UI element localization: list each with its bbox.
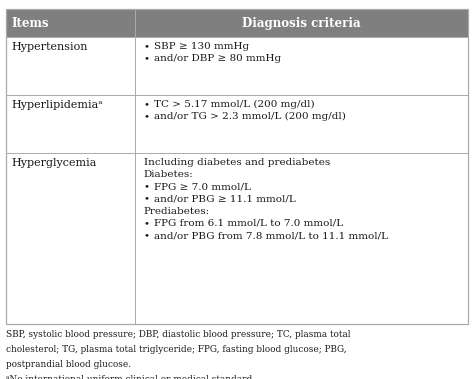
Text: Hyperlipidemiaᵃ: Hyperlipidemiaᵃ	[11, 100, 103, 110]
Text: Diabetes:: Diabetes:	[144, 171, 193, 180]
Text: •: •	[144, 112, 150, 121]
Bar	[6, 37, 468, 95]
Text: TC > 5.17 mmol/L (200 mg/dl): TC > 5.17 mmol/L (200 mg/dl)	[154, 100, 315, 109]
Text: •: •	[144, 100, 150, 109]
Text: cholesterol; TG, plasma total triglyceride; FPG, fasting blood glucose; PBG,: cholesterol; TG, plasma total triglyceri…	[6, 345, 346, 354]
Text: •: •	[144, 219, 150, 228]
Text: SBP, systolic blood pressure; DBP, diastolic blood pressure; TC, plasma total: SBP, systolic blood pressure; DBP, diast…	[6, 330, 350, 339]
Text: Hypertension: Hypertension	[11, 42, 88, 52]
Text: Hyperglycemia: Hyperglycemia	[11, 158, 97, 168]
Text: and/or PBG from 7.8 mmol/L to 11.1 mmol/L: and/or PBG from 7.8 mmol/L to 11.1 mmol/…	[154, 231, 388, 240]
Text: •: •	[144, 231, 150, 240]
Text: Diagnosis criteria: Diagnosis criteria	[243, 17, 361, 30]
Bar	[6, 153, 468, 324]
Bar	[6, 9, 468, 37]
Bar	[6, 9, 468, 324]
Text: FPG ≥ 7.0 mmol/L: FPG ≥ 7.0 mmol/L	[154, 183, 251, 192]
Text: postprandial blood glucose.: postprandial blood glucose.	[6, 360, 131, 369]
Text: and/or TG > 2.3 mmol/L (200 mg/dl): and/or TG > 2.3 mmol/L (200 mg/dl)	[154, 112, 346, 121]
Text: Including diabetes and prediabetes: Including diabetes and prediabetes	[144, 158, 330, 168]
Text: •: •	[144, 42, 150, 51]
Text: •: •	[144, 183, 150, 192]
Text: •: •	[144, 54, 150, 63]
Text: •: •	[144, 195, 150, 204]
Text: FPG from 6.1 mmol/L to 7.0 mmol/L: FPG from 6.1 mmol/L to 7.0 mmol/L	[154, 219, 343, 228]
Text: Items: Items	[11, 17, 49, 30]
Text: and/or DBP ≥ 80 mmHg: and/or DBP ≥ 80 mmHg	[154, 54, 281, 63]
Bar	[6, 95, 468, 153]
Text: SBP ≥ 130 mmHg: SBP ≥ 130 mmHg	[154, 42, 249, 51]
Text: and/or PBG ≥ 11.1 mmol/L: and/or PBG ≥ 11.1 mmol/L	[154, 195, 296, 204]
Text: ᵃNo international uniform clinical or medical standard.: ᵃNo international uniform clinical or me…	[6, 375, 255, 379]
Text: Prediabetes:: Prediabetes:	[144, 207, 210, 216]
